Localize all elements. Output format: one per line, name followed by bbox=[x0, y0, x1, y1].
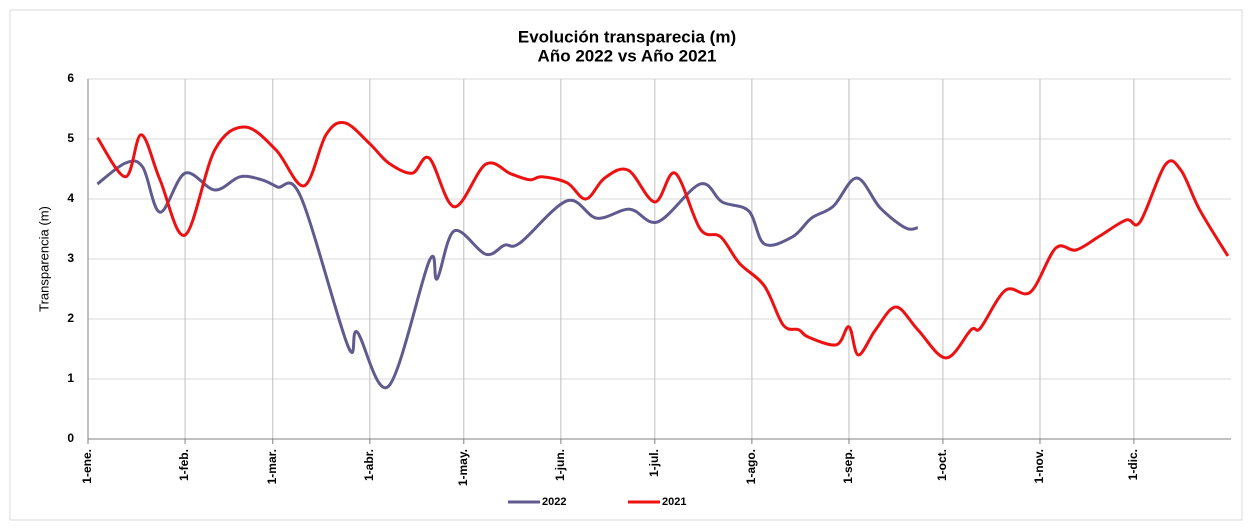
x-tick-label: 1-abr. bbox=[362, 449, 376, 481]
x-tick-label: 1-may. bbox=[456, 449, 470, 486]
x-tick-label: 1-jun. bbox=[553, 449, 567, 481]
x-tick-label: 1-feb. bbox=[177, 449, 191, 481]
legend-label: 2021 bbox=[662, 496, 686, 508]
x-tick-label: 1-mar. bbox=[265, 449, 279, 484]
data-line bbox=[96, 159, 919, 390]
y-tick-label: 4 bbox=[67, 191, 74, 205]
x-tick-label: 1-jul. bbox=[647, 449, 661, 477]
y-axis-label: Transparencia (m) bbox=[36, 206, 51, 312]
x-tick-label: 1-dic. bbox=[1126, 449, 1140, 480]
chart-frame bbox=[9, 9, 1243, 521]
x-tick-label: 1-sep. bbox=[841, 449, 855, 484]
x-tick-label: 1-nov. bbox=[1032, 449, 1046, 483]
y-tick-label: 0 bbox=[67, 431, 74, 445]
chart-title: Evolución transparecia (m) bbox=[518, 27, 736, 46]
y-tick-label: 1 bbox=[67, 371, 74, 385]
legend-label: 2022 bbox=[542, 496, 566, 508]
y-tick-label: 2 bbox=[67, 311, 74, 325]
x-tick-label: 1-ene. bbox=[80, 449, 94, 484]
y-tick-label: 6 bbox=[67, 71, 74, 85]
data-line bbox=[96, 120, 1230, 360]
y-tick-label: 5 bbox=[67, 131, 74, 145]
chart-subtitle: Año 2022 vs Año 2021 bbox=[538, 46, 717, 65]
y-tick-label: 3 bbox=[67, 251, 74, 265]
x-tick-label: 1-oct. bbox=[935, 449, 949, 481]
x-tick-label: 1-ago. bbox=[744, 449, 758, 484]
